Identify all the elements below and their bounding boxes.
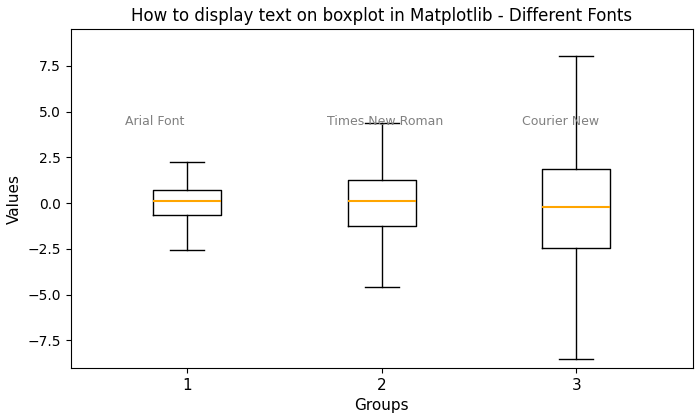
- Text: Times New Roman: Times New Roman: [328, 115, 444, 128]
- Text: Arial Font: Arial Font: [125, 115, 185, 128]
- Title: How to display text on boxplot in Matplotlib - Different Fonts: How to display text on boxplot in Matplo…: [132, 7, 633, 25]
- Text: Courier New: Courier New: [522, 115, 599, 128]
- Y-axis label: Values: Values: [7, 173, 22, 223]
- X-axis label: Groups: Groups: [355, 398, 409, 413]
